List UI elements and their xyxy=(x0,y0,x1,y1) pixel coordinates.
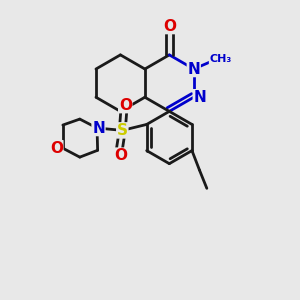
Text: O: O xyxy=(119,98,132,112)
Text: N: N xyxy=(92,121,105,136)
Text: O: O xyxy=(114,148,127,163)
Text: N: N xyxy=(188,61,200,76)
Text: CH₃: CH₃ xyxy=(209,54,232,64)
Text: N: N xyxy=(193,90,206,105)
Text: O: O xyxy=(50,141,63,156)
Text: O: O xyxy=(163,19,176,34)
Text: S: S xyxy=(117,123,128,138)
